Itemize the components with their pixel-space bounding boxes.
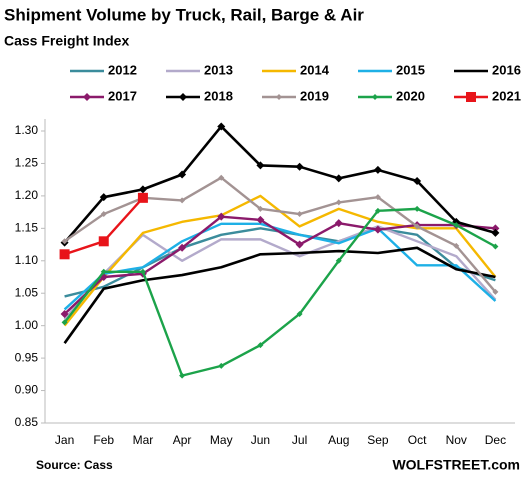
legend-label: 2015 — [396, 62, 425, 77]
data-point — [60, 309, 69, 318]
data-point — [413, 176, 422, 185]
data-point — [100, 268, 107, 275]
x-tick-label: Oct — [408, 433, 427, 447]
y-tick-label: 0.95 — [15, 350, 39, 364]
data-point — [218, 362, 225, 369]
chart-subtitle: Cass Freight Index — [4, 33, 129, 49]
data-point — [178, 243, 187, 252]
x-tick-label: Apr — [173, 433, 192, 447]
series-line — [63, 215, 496, 315]
data-point — [453, 242, 460, 249]
data-point — [98, 236, 109, 247]
legend-marker — [83, 93, 91, 101]
y-tick-label: 1.00 — [15, 318, 39, 332]
data-point — [256, 215, 265, 224]
data-point — [334, 174, 343, 183]
data-point — [491, 228, 500, 237]
data-point — [374, 207, 381, 214]
data-point — [217, 122, 226, 131]
x-tick-label: Jun — [251, 433, 270, 447]
y-tick-label: 0.85 — [15, 415, 39, 429]
legend-label: 2012 — [108, 62, 137, 77]
data-point — [139, 268, 146, 275]
x-tick-label: Dec — [485, 433, 506, 447]
data-point — [414, 223, 421, 230]
legend-label: 2017 — [108, 88, 137, 103]
data-point — [295, 240, 304, 249]
data-point — [453, 222, 460, 229]
data-point — [137, 192, 148, 203]
legend-marker — [179, 93, 187, 101]
legend-label: 2018 — [204, 88, 233, 103]
data-point — [61, 238, 68, 245]
data-point — [179, 372, 186, 379]
y-tick-label: 1.25 — [15, 156, 39, 170]
legend-marker — [372, 94, 378, 100]
data-point — [59, 249, 70, 260]
y-tick-label: 0.90 — [15, 383, 39, 397]
data-point — [374, 194, 381, 201]
y-tick-label: 1.30 — [15, 123, 39, 137]
y-tick-label: 1.05 — [15, 285, 39, 299]
x-tick-label: May — [210, 433, 233, 447]
x-tick-label: Sep — [367, 433, 389, 447]
chart-title: Shipment Volume by Truck, Rail, Barge & … — [4, 5, 364, 24]
data-point — [335, 257, 342, 264]
data-point — [178, 170, 187, 179]
series-line — [64, 227, 496, 298]
data-point — [334, 219, 343, 228]
data-point — [296, 310, 303, 317]
data-point — [179, 197, 186, 204]
data-point — [296, 211, 303, 218]
data-point — [99, 193, 108, 202]
legend-label: 2019 — [300, 88, 329, 103]
data-point — [218, 174, 225, 181]
legend-label: 2014 — [300, 62, 330, 77]
y-tick-label: 1.20 — [15, 188, 39, 202]
data-point — [491, 224, 500, 233]
legend-label: 2016 — [492, 62, 521, 77]
y-tick-label: 1.15 — [15, 221, 39, 235]
x-tick-label: Mar — [133, 433, 154, 447]
data-point — [295, 162, 304, 171]
data-point — [492, 288, 499, 295]
legend-marker — [276, 94, 282, 100]
data-point — [414, 205, 421, 212]
legend-label: 2020 — [396, 88, 425, 103]
series-line — [63, 246, 496, 344]
data-point — [138, 185, 147, 194]
legend-marker — [466, 92, 476, 102]
series-line — [63, 207, 496, 377]
data-point — [257, 342, 264, 349]
y-tick-label: 1.10 — [15, 253, 39, 267]
data-point — [373, 225, 382, 234]
series-line — [63, 222, 497, 311]
data-point — [257, 205, 264, 212]
legend-label: 2013 — [204, 62, 233, 77]
data-point — [61, 319, 68, 326]
x-tick-label: Jul — [292, 433, 307, 447]
data-point — [335, 199, 342, 206]
x-tick-label: Nov — [446, 433, 467, 447]
data-point — [256, 161, 265, 170]
x-tick-label: Feb — [93, 433, 114, 447]
brand: WOLFSTREET.com — [392, 457, 520, 473]
data-point — [217, 212, 226, 221]
x-tick-label: Jan — [55, 433, 74, 447]
x-tick-label: Aug — [328, 433, 349, 447]
legend-label: 2021 — [492, 88, 521, 103]
data-point — [492, 243, 499, 250]
source: Source: Cass — [36, 458, 113, 472]
series-line — [63, 176, 497, 293]
series-line — [63, 125, 496, 244]
data-point — [100, 211, 107, 218]
data-point — [373, 165, 382, 174]
